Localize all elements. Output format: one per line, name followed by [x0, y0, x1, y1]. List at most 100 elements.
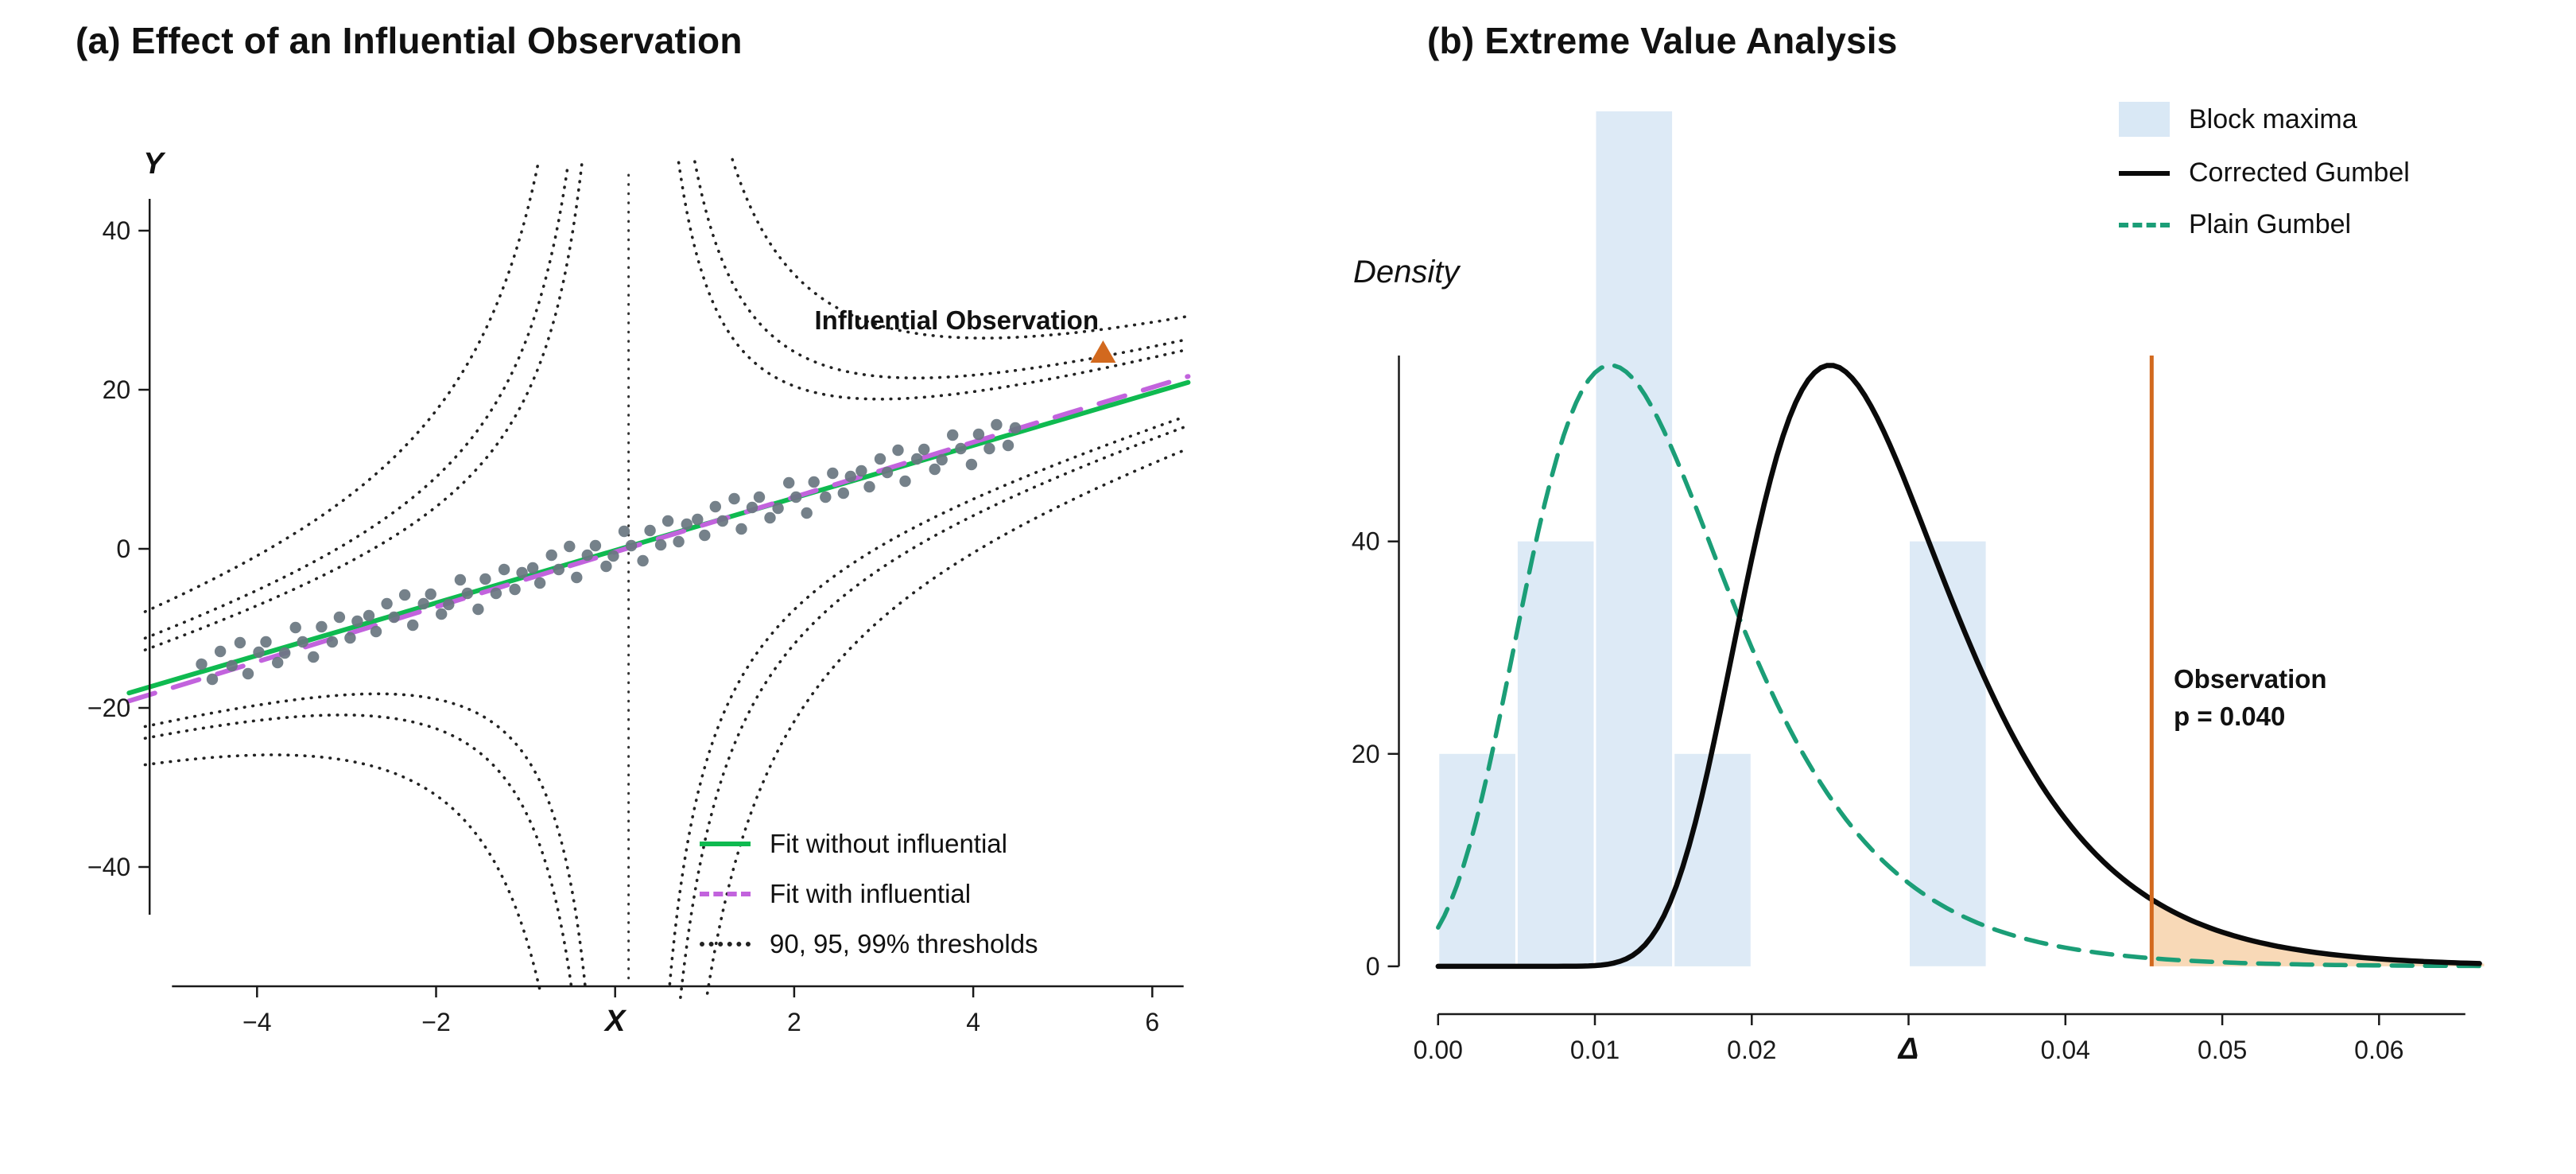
scatter-point: [661, 515, 674, 527]
legend-label: Block maxima: [2189, 103, 2357, 134]
threshold-curve: [143, 165, 569, 640]
x-tick-label: 6: [1145, 1008, 1159, 1036]
legend-swatch-line-dotted: [700, 942, 751, 947]
scatter-point: [918, 443, 930, 456]
y-axis-label: Y: [143, 147, 166, 181]
y-tick-label: 40: [103, 216, 131, 245]
scatter-point: [837, 487, 849, 500]
legend-label: 90, 95, 99% thresholds: [770, 929, 1038, 958]
scatter-point: [571, 571, 583, 584]
x-tick-label: 0.00: [1414, 1036, 1463, 1064]
scatter-point: [618, 525, 630, 538]
y-tick-label: −40: [87, 853, 130, 881]
x-tick-label: −2: [421, 1008, 450, 1036]
threshold-curve: [668, 414, 1187, 985]
scatter-point: [764, 511, 776, 524]
influential-annotation: Influential Observation: [814, 305, 1099, 335]
scatter-point: [654, 538, 667, 551]
scatter-point: [735, 523, 747, 535]
scatter-point: [716, 515, 728, 527]
plain-gumbel-curve: [1436, 363, 2482, 969]
legend-item: Fit without influential: [700, 829, 1038, 859]
legend-label: Plain Gumbel: [2189, 209, 2352, 239]
observation-annotation-line1: Observation: [2174, 664, 2327, 694]
legend-item: Plain Gumbel: [2119, 209, 2410, 240]
scatter-point: [398, 589, 411, 601]
scatter-point: [936, 453, 948, 466]
scatter-point: [363, 609, 375, 622]
scatter-point: [564, 540, 576, 553]
scatter-point: [681, 518, 692, 531]
legend-item: Corrected Gumbel: [2119, 157, 2410, 189]
scatter-point: [844, 470, 856, 483]
scatter-point: [425, 588, 436, 601]
influential-scatter-svg: −40 −20 0 20 40 Y −4 −2 X 2 4 6: [87, 147, 1191, 1038]
scatter-point: [911, 453, 923, 465]
scatter-point: [553, 563, 564, 576]
scatter-point: [196, 658, 208, 671]
scatter-point: [644, 524, 656, 537]
threshold-curve: [143, 753, 542, 996]
scatter-point: [533, 577, 546, 589]
scatter-point: [206, 673, 219, 686]
scatter-point: [728, 492, 740, 505]
legend-swatch-rect: [2119, 102, 2170, 137]
scatter-point: [498, 563, 510, 576]
scatter-point: [260, 636, 272, 648]
panel-b-title: (b) Extreme Value Analysis: [1427, 20, 1898, 61]
scatter-point: [753, 491, 766, 503]
histogram-bar: [1910, 541, 1986, 966]
scatter-point: [242, 667, 254, 680]
scatter-point: [600, 560, 612, 573]
scatter-point: [417, 597, 429, 610]
scatter-point: [443, 598, 455, 611]
scatter-point: [955, 442, 967, 455]
threshold-curve: [693, 160, 1187, 379]
x-tick-label: 0.05: [2198, 1036, 2247, 1064]
scatter-point: [545, 549, 557, 562]
x-tick-label: 0.01: [1570, 1036, 1620, 1064]
y-tick-label: 20: [103, 375, 131, 404]
legend-label: Corrected Gumbel: [2189, 157, 2410, 188]
scatter-point: [808, 476, 820, 488]
scatter-point: [326, 636, 339, 648]
scatter-point: [1009, 422, 1022, 434]
scatter-point: [699, 529, 711, 542]
legend-swatch-line-solid: [2119, 170, 2170, 176]
exceedance-tail-fill: [2151, 899, 2485, 966]
legend-label: Fit with influential: [770, 879, 972, 908]
scatter-point: [407, 619, 419, 632]
scatter-point: [965, 458, 978, 471]
legend-swatch-line-dashed: [2119, 222, 2170, 227]
threshold-curve: [143, 692, 588, 992]
x-axis-label: Δ: [1897, 1032, 1919, 1066]
legend-swatch-line-dashed: [700, 892, 751, 896]
scatter-point: [801, 507, 813, 519]
legend-swatch-line-solid: [700, 842, 751, 846]
observation-annotation-line2: p = 0.040: [2174, 702, 2286, 731]
scatter-point: [673, 535, 685, 548]
scatter-point: [436, 608, 448, 620]
scatter-point: [637, 554, 649, 567]
x-tick-label: 0.02: [1727, 1036, 1776, 1064]
legend-label: Fit without influential: [770, 829, 1007, 858]
scatter-point: [333, 611, 346, 624]
legend-item: 90, 95, 99% thresholds: [700, 929, 1038, 959]
scatter-point: [947, 429, 959, 441]
threshold-curve: [143, 157, 541, 613]
scatter-point: [472, 603, 484, 616]
scatter-point: [899, 475, 911, 488]
corrected-gumbel-curve: [1435, 363, 2482, 970]
scatter-point: [479, 573, 491, 585]
scatter-point: [454, 573, 467, 586]
scatter-point: [692, 513, 704, 526]
scatter-point: [272, 656, 284, 669]
scatter-point: [874, 453, 886, 465]
scatter-point: [516, 566, 528, 579]
y-tick-label: 0: [116, 535, 130, 563]
histogram-bar: [1596, 52, 1673, 966]
scatter-point: [490, 587, 502, 600]
scatter-point: [253, 646, 265, 659]
scatter-point: [226, 659, 238, 672]
